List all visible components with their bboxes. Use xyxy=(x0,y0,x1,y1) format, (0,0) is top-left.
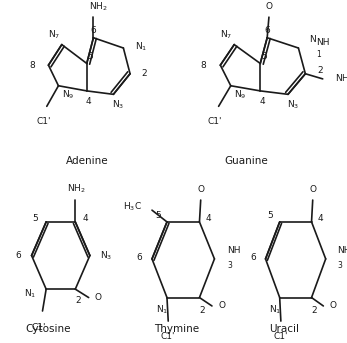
Text: O: O xyxy=(309,186,316,194)
Text: NH$_2$: NH$_2$ xyxy=(335,73,347,85)
Text: 2: 2 xyxy=(199,307,205,316)
Text: C1': C1' xyxy=(208,117,222,126)
Text: O: O xyxy=(218,301,225,310)
Text: H$_3$C: H$_3$C xyxy=(123,201,142,213)
Text: NH$_2$: NH$_2$ xyxy=(89,1,108,13)
Text: 6: 6 xyxy=(15,251,21,260)
Text: Uracil: Uracil xyxy=(269,324,299,334)
Text: Guanine: Guanine xyxy=(225,156,268,166)
Text: NH: NH xyxy=(316,38,329,47)
Text: N$_3$: N$_3$ xyxy=(100,249,112,262)
Text: 2: 2 xyxy=(318,66,323,75)
Text: N$_1$: N$_1$ xyxy=(24,288,36,300)
Text: N$_9$: N$_9$ xyxy=(234,88,247,100)
Text: N$_7$: N$_7$ xyxy=(48,28,60,40)
Text: 4: 4 xyxy=(83,214,88,223)
Text: 4: 4 xyxy=(86,97,91,106)
Text: N$_3$: N$_3$ xyxy=(112,98,125,111)
Text: Adenine: Adenine xyxy=(66,156,108,166)
Text: N$_1$: N$_1$ xyxy=(156,303,168,316)
Text: NH$_2$: NH$_2$ xyxy=(67,182,86,194)
Text: N$_1$: N$_1$ xyxy=(135,40,147,52)
Text: C1': C1' xyxy=(32,323,46,332)
Text: N$_9$: N$_9$ xyxy=(62,88,74,100)
Text: O: O xyxy=(197,186,204,194)
Text: 1: 1 xyxy=(316,50,321,59)
Text: 5: 5 xyxy=(261,52,266,61)
Text: 4: 4 xyxy=(206,214,211,223)
Text: N$_3$: N$_3$ xyxy=(287,98,299,111)
Text: 2: 2 xyxy=(75,296,81,305)
Text: 6: 6 xyxy=(250,253,256,262)
Text: 5: 5 xyxy=(87,52,93,61)
Text: 2: 2 xyxy=(142,69,147,78)
Text: N$_7$: N$_7$ xyxy=(220,28,232,40)
Text: 3: 3 xyxy=(338,261,342,270)
Text: NH: NH xyxy=(338,246,347,255)
Text: Cytosine: Cytosine xyxy=(26,324,71,334)
Text: 6: 6 xyxy=(136,253,142,262)
Text: O: O xyxy=(95,293,102,302)
Text: 6: 6 xyxy=(91,26,96,35)
Text: 5: 5 xyxy=(267,211,273,220)
Text: C1': C1' xyxy=(161,332,176,341)
Text: 2: 2 xyxy=(311,307,317,316)
Text: 5: 5 xyxy=(32,214,37,223)
Text: 4: 4 xyxy=(318,214,323,223)
Text: C1': C1' xyxy=(36,117,51,126)
Text: 8: 8 xyxy=(201,61,206,70)
Text: C1': C1' xyxy=(274,332,288,341)
Text: N: N xyxy=(309,35,315,44)
Text: N$_1$: N$_1$ xyxy=(269,303,281,316)
Text: 3: 3 xyxy=(227,261,232,270)
Text: Thymine: Thymine xyxy=(154,324,200,334)
Text: O: O xyxy=(265,2,272,11)
Text: 8: 8 xyxy=(29,61,35,70)
Text: NH: NH xyxy=(227,246,240,255)
Text: 6: 6 xyxy=(264,26,270,35)
Text: 4: 4 xyxy=(259,97,265,106)
Text: 5: 5 xyxy=(155,211,161,220)
Text: O: O xyxy=(329,301,336,310)
